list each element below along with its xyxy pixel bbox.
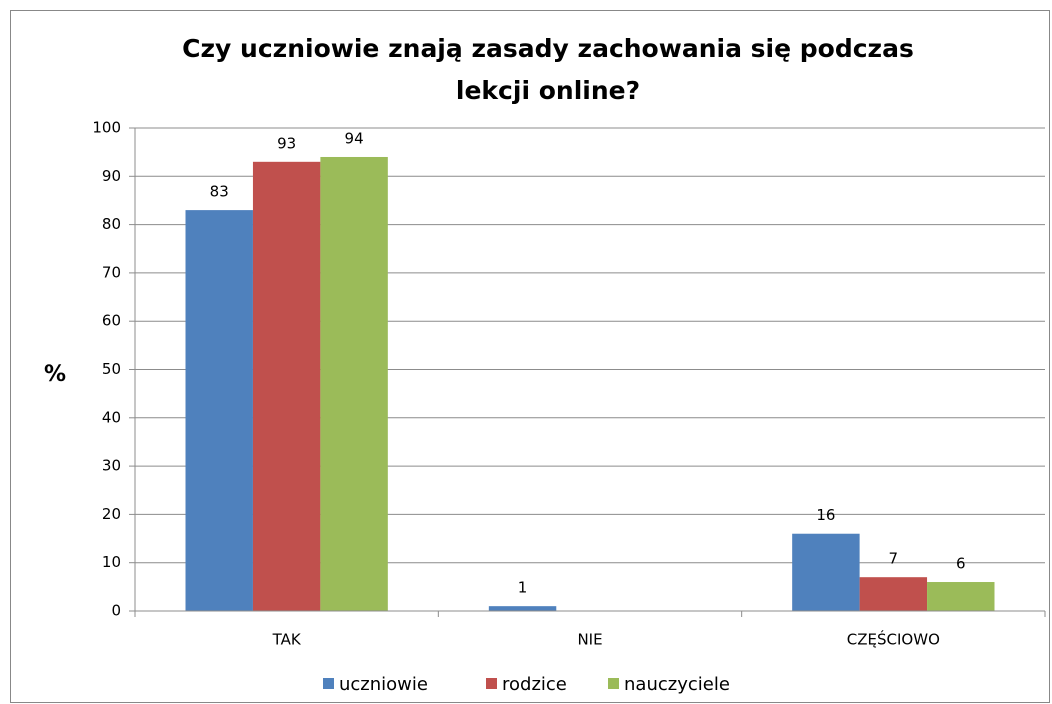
x-tick-label: NIE <box>577 631 602 649</box>
bar <box>252 161 321 611</box>
y-axis-label: % <box>44 362 66 387</box>
data-label: 16 <box>816 506 835 524</box>
y-tick-label: 0 <box>111 602 121 620</box>
legend-label: rodzice <box>502 674 567 695</box>
data-label: 83 <box>210 183 229 201</box>
bar <box>792 533 860 611</box>
data-label: 94 <box>345 129 364 147</box>
y-tick-label: 90 <box>102 167 121 185</box>
bar <box>488 606 557 611</box>
y-tick-label: 100 <box>92 119 121 137</box>
legend-swatch <box>608 678 619 689</box>
bar <box>320 156 388 612</box>
bar <box>859 577 928 611</box>
y-tick-label: 30 <box>102 457 121 475</box>
y-tick-label: 10 <box>102 553 121 571</box>
y-tick-label: 70 <box>102 263 121 281</box>
y-tick-label: 60 <box>102 312 121 330</box>
y-tick-label: 80 <box>102 215 121 233</box>
y-tick-label: 20 <box>102 505 121 523</box>
data-label: 6 <box>956 555 966 573</box>
data-label: 1 <box>518 579 528 597</box>
data-label: 93 <box>277 134 296 152</box>
legend-swatch <box>486 678 497 689</box>
bar <box>185 210 253 612</box>
legend-label: nauczyciele <box>624 674 730 695</box>
y-tick-label: 50 <box>102 360 121 378</box>
x-tick-label: TAK <box>272 631 302 649</box>
bar <box>927 582 995 611</box>
legend-swatch <box>323 678 334 689</box>
y-tick-label: 40 <box>102 408 121 426</box>
data-label: 7 <box>889 550 899 568</box>
chart-title: Czy uczniowie znają zasady zachowania si… <box>182 34 914 105</box>
legend-label: uczniowie <box>339 674 428 695</box>
x-tick-label: CZĘŚCIOWO <box>847 630 940 649</box>
